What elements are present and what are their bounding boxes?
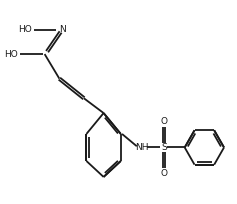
Text: N: N	[59, 25, 66, 34]
Text: NH: NH	[135, 143, 148, 152]
Text: O: O	[160, 117, 167, 126]
Text: HO: HO	[4, 50, 18, 59]
Text: S: S	[161, 143, 167, 152]
Text: HO: HO	[18, 25, 32, 34]
Text: O: O	[160, 169, 167, 178]
